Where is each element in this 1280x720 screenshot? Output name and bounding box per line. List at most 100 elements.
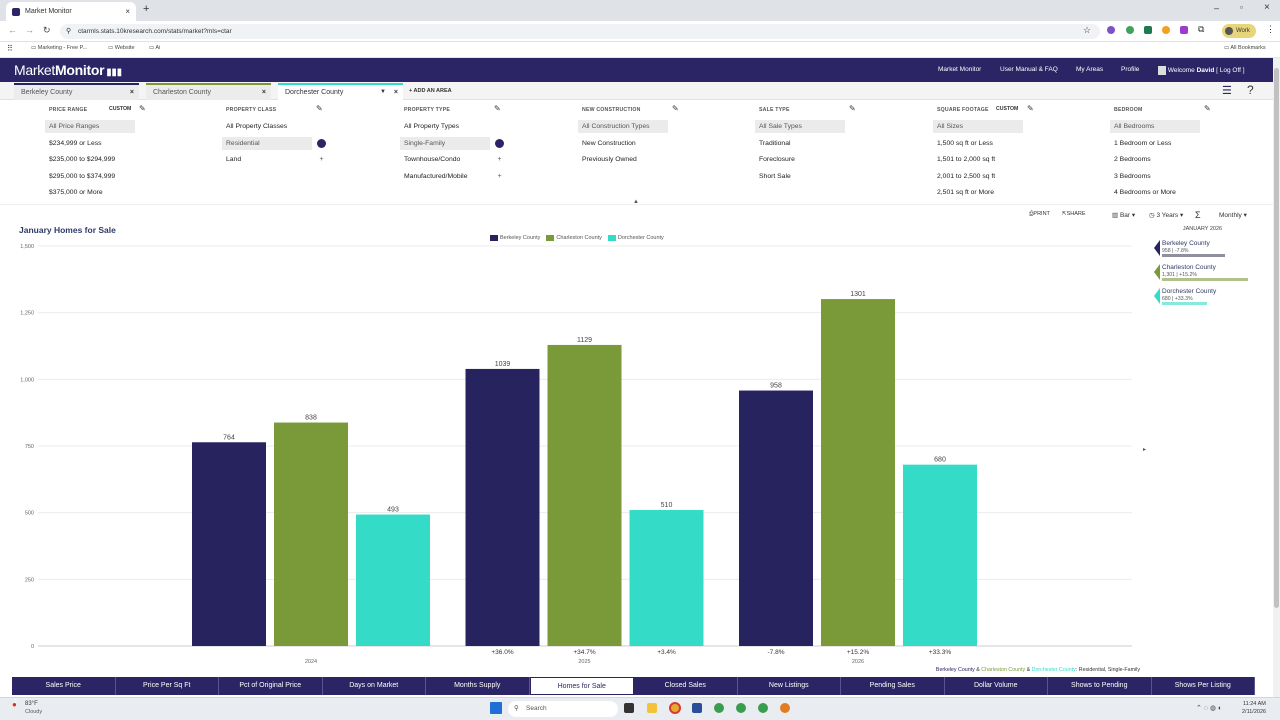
taskbar-app-icon[interactable] <box>714 703 724 713</box>
edit-filter-icon[interactable]: ✎ <box>494 104 501 113</box>
filter-option[interactable]: All Construction Types <box>578 120 668 133</box>
remove-area-icon[interactable]: × <box>129 89 134 96</box>
app-logo[interactable]: MarketMonitor ▮▮▮ <box>14 62 122 78</box>
minimize-icon[interactable]: – <box>1214 3 1220 13</box>
filter-option[interactable]: 2,501 sq ft or More <box>937 189 995 196</box>
print-button[interactable]: ⎙PRINT <box>1029 211 1050 217</box>
filter-option[interactable]: 2,001 to 2,500 sq ft <box>937 172 996 180</box>
filter-option[interactable]: New Construction <box>582 139 636 147</box>
all-bookmarks[interactable]: ▭ All Bookmarks <box>1224 45 1266 51</box>
metric-tab[interactable]: Pending Sales <box>841 677 945 695</box>
metric-tab[interactable]: Shows to Pending <box>1048 677 1152 695</box>
bar[interactable] <box>356 514 430 646</box>
remove-area-icon[interactable]: × <box>261 89 266 96</box>
filter-option[interactable]: 1,500 sq ft or Less <box>937 139 993 147</box>
metric-tab[interactable]: Days on Market <box>323 677 426 695</box>
back-icon[interactable]: ← <box>8 25 17 35</box>
filter-option[interactable]: Short Sale <box>759 172 791 180</box>
bar[interactable] <box>739 390 813 646</box>
metric-tab[interactable]: Sales Price <box>12 677 116 695</box>
share-button[interactable]: ⇱SHARE <box>1062 211 1086 217</box>
edit-filter-icon[interactable]: ✎ <box>849 104 856 113</box>
side-summary-row[interactable]: Charleston County 1,301 | +15.2% <box>1150 264 1260 284</box>
browser-menu-icon[interactable]: ⋮ <box>1266 24 1275 34</box>
metric-tab[interactable]: New Listings <box>738 677 841 695</box>
url-input[interactable]: ⚲ ctarmls.stats.10kresearch.com/stats/ma… <box>60 24 1100 39</box>
sum-icon[interactable]: Σ <box>1195 210 1201 220</box>
extension-icon[interactable] <box>1126 26 1134 34</box>
bar[interactable] <box>274 422 348 646</box>
taskbar-app-icon[interactable] <box>669 702 681 714</box>
edit-filter-icon[interactable]: ✎ <box>672 104 679 113</box>
extension-icon[interactable] <box>1107 26 1115 34</box>
taskbar-app-icon[interactable] <box>780 703 790 713</box>
custom-range-link[interactable]: CUSTOM <box>109 106 132 112</box>
extensions-puzzle-icon[interactable]: ⧉ <box>1198 24 1205 34</box>
bookmark-marketing[interactable]: ▭ Marketing - Free P... <box>31 45 88 51</box>
apps-icon[interactable]: ⠿ <box>7 44 13 53</box>
profile-chip[interactable]: Work <box>1222 24 1256 38</box>
period-select[interactable]: Monthly ▾ <box>1219 212 1247 219</box>
legend-item[interactable]: Dorchester County <box>607 235 664 241</box>
filter-option[interactable]: 2 Bedrooms <box>1114 156 1151 163</box>
side-summary-row[interactable]: Dorchester County 680 | +33.3% <box>1150 288 1260 308</box>
area-tab-charleston[interactable]: Charleston County × <box>146 83 271 100</box>
extension-icon[interactable] <box>1162 26 1170 34</box>
filter-option[interactable]: Manufactured/Mobile + <box>400 170 502 183</box>
bar[interactable] <box>821 299 895 646</box>
nav-my-areas[interactable]: My Areas <box>1076 66 1104 73</box>
filter-option[interactable]: $235,000 to $294,999 <box>49 156 116 163</box>
filter-option[interactable]: 1 Bedroom or Less <box>1114 139 1172 147</box>
tray-icons[interactable]: ⌃ ◌ ◍ ◐ <box>1196 705 1223 712</box>
nav-market-monitor[interactable]: Market Monitor <box>938 66 982 73</box>
maximize-icon[interactable]: ▫ <box>1240 3 1243 12</box>
dropdown-caret-icon[interactable]: ▼ <box>380 89 386 95</box>
edit-filter-icon[interactable]: ✎ <box>1204 104 1211 113</box>
side-expand-icon[interactable]: ▸ <box>1143 447 1147 453</box>
weather-icon[interactable]: ● <box>12 700 17 709</box>
metric-tab[interactable]: Shows Per Listing <box>1152 677 1255 695</box>
add-option-icon[interactable]: + <box>319 156 324 163</box>
bookmark-website[interactable]: ▭ Website <box>108 45 135 51</box>
bar[interactable] <box>465 368 540 646</box>
legend-item[interactable]: Berkeley County <box>490 235 540 241</box>
custom-range-link[interactable]: CUSTOM <box>996 106 1019 112</box>
taskbar-app-icon[interactable] <box>647 703 657 713</box>
nav-profile[interactable]: Profile <box>1121 66 1140 73</box>
taskbar-app-icon[interactable] <box>736 703 746 713</box>
panel-collapse-icon[interactable]: ▲ <box>633 199 639 205</box>
edit-filter-icon[interactable]: ✎ <box>316 104 323 113</box>
site-info-icon[interactable]: ⚲ <box>66 28 72 35</box>
add-area-button[interactable]: + ADD AN AREA <box>409 88 452 94</box>
metric-tab[interactable]: Dollar Volume <box>945 677 1048 695</box>
filter-option[interactable]: $234,999 or Less <box>49 139 102 147</box>
metric-tab[interactable]: Price Per Sq Ft <box>116 677 219 695</box>
page-scrollbar[interactable] <box>1273 58 1280 697</box>
filter-option[interactable]: All Sale Types <box>755 120 845 133</box>
side-summary-row[interactable]: Berkeley County 958 | -7.8% <box>1150 240 1260 260</box>
filter-option[interactable]: Previously Owned <box>582 156 637 163</box>
metric-tab[interactable]: Pct of Original Price <box>219 677 323 695</box>
legend-item[interactable]: Charleston County <box>546 235 602 241</box>
add-option-icon[interactable]: + <box>497 156 502 163</box>
window-close-icon[interactable]: × <box>1264 2 1270 13</box>
area-tab-dorchester[interactable]: Dorchester County ▼ × <box>278 83 403 100</box>
filter-option[interactable]: All Price Ranges <box>45 120 135 133</box>
remove-area-icon[interactable]: × <box>393 89 398 96</box>
forward-icon[interactable]: → <box>25 25 34 35</box>
filter-option[interactable]: All Sizes <box>933 120 1023 133</box>
filter-option[interactable]: $295,000 to $374,999 <box>49 172 116 180</box>
windows-start-icon[interactable] <box>490 702 502 714</box>
taskbar-app-icon[interactable] <box>758 703 768 713</box>
filter-option[interactable]: All Bedrooms <box>1110 120 1200 133</box>
close-tab-icon[interactable]: × <box>125 7 130 16</box>
filter-option[interactable]: Land + <box>222 153 324 166</box>
selected-dot-icon[interactable] <box>495 138 504 148</box>
filter-option[interactable]: 3 Bedrooms <box>1114 172 1151 180</box>
metric-tab[interactable]: Closed Sales <box>634 677 738 695</box>
metric-tab[interactable]: Homes for Sale <box>529 677 634 695</box>
help-icon[interactable]: ? <box>1247 83 1254 97</box>
reload-icon[interactable]: ↻ <box>43 25 51 35</box>
nav-user-manual[interactable]: User Manual & FAQ <box>1000 66 1058 73</box>
range-select[interactable]: ◷ 3 Years ▾ <box>1149 212 1184 219</box>
